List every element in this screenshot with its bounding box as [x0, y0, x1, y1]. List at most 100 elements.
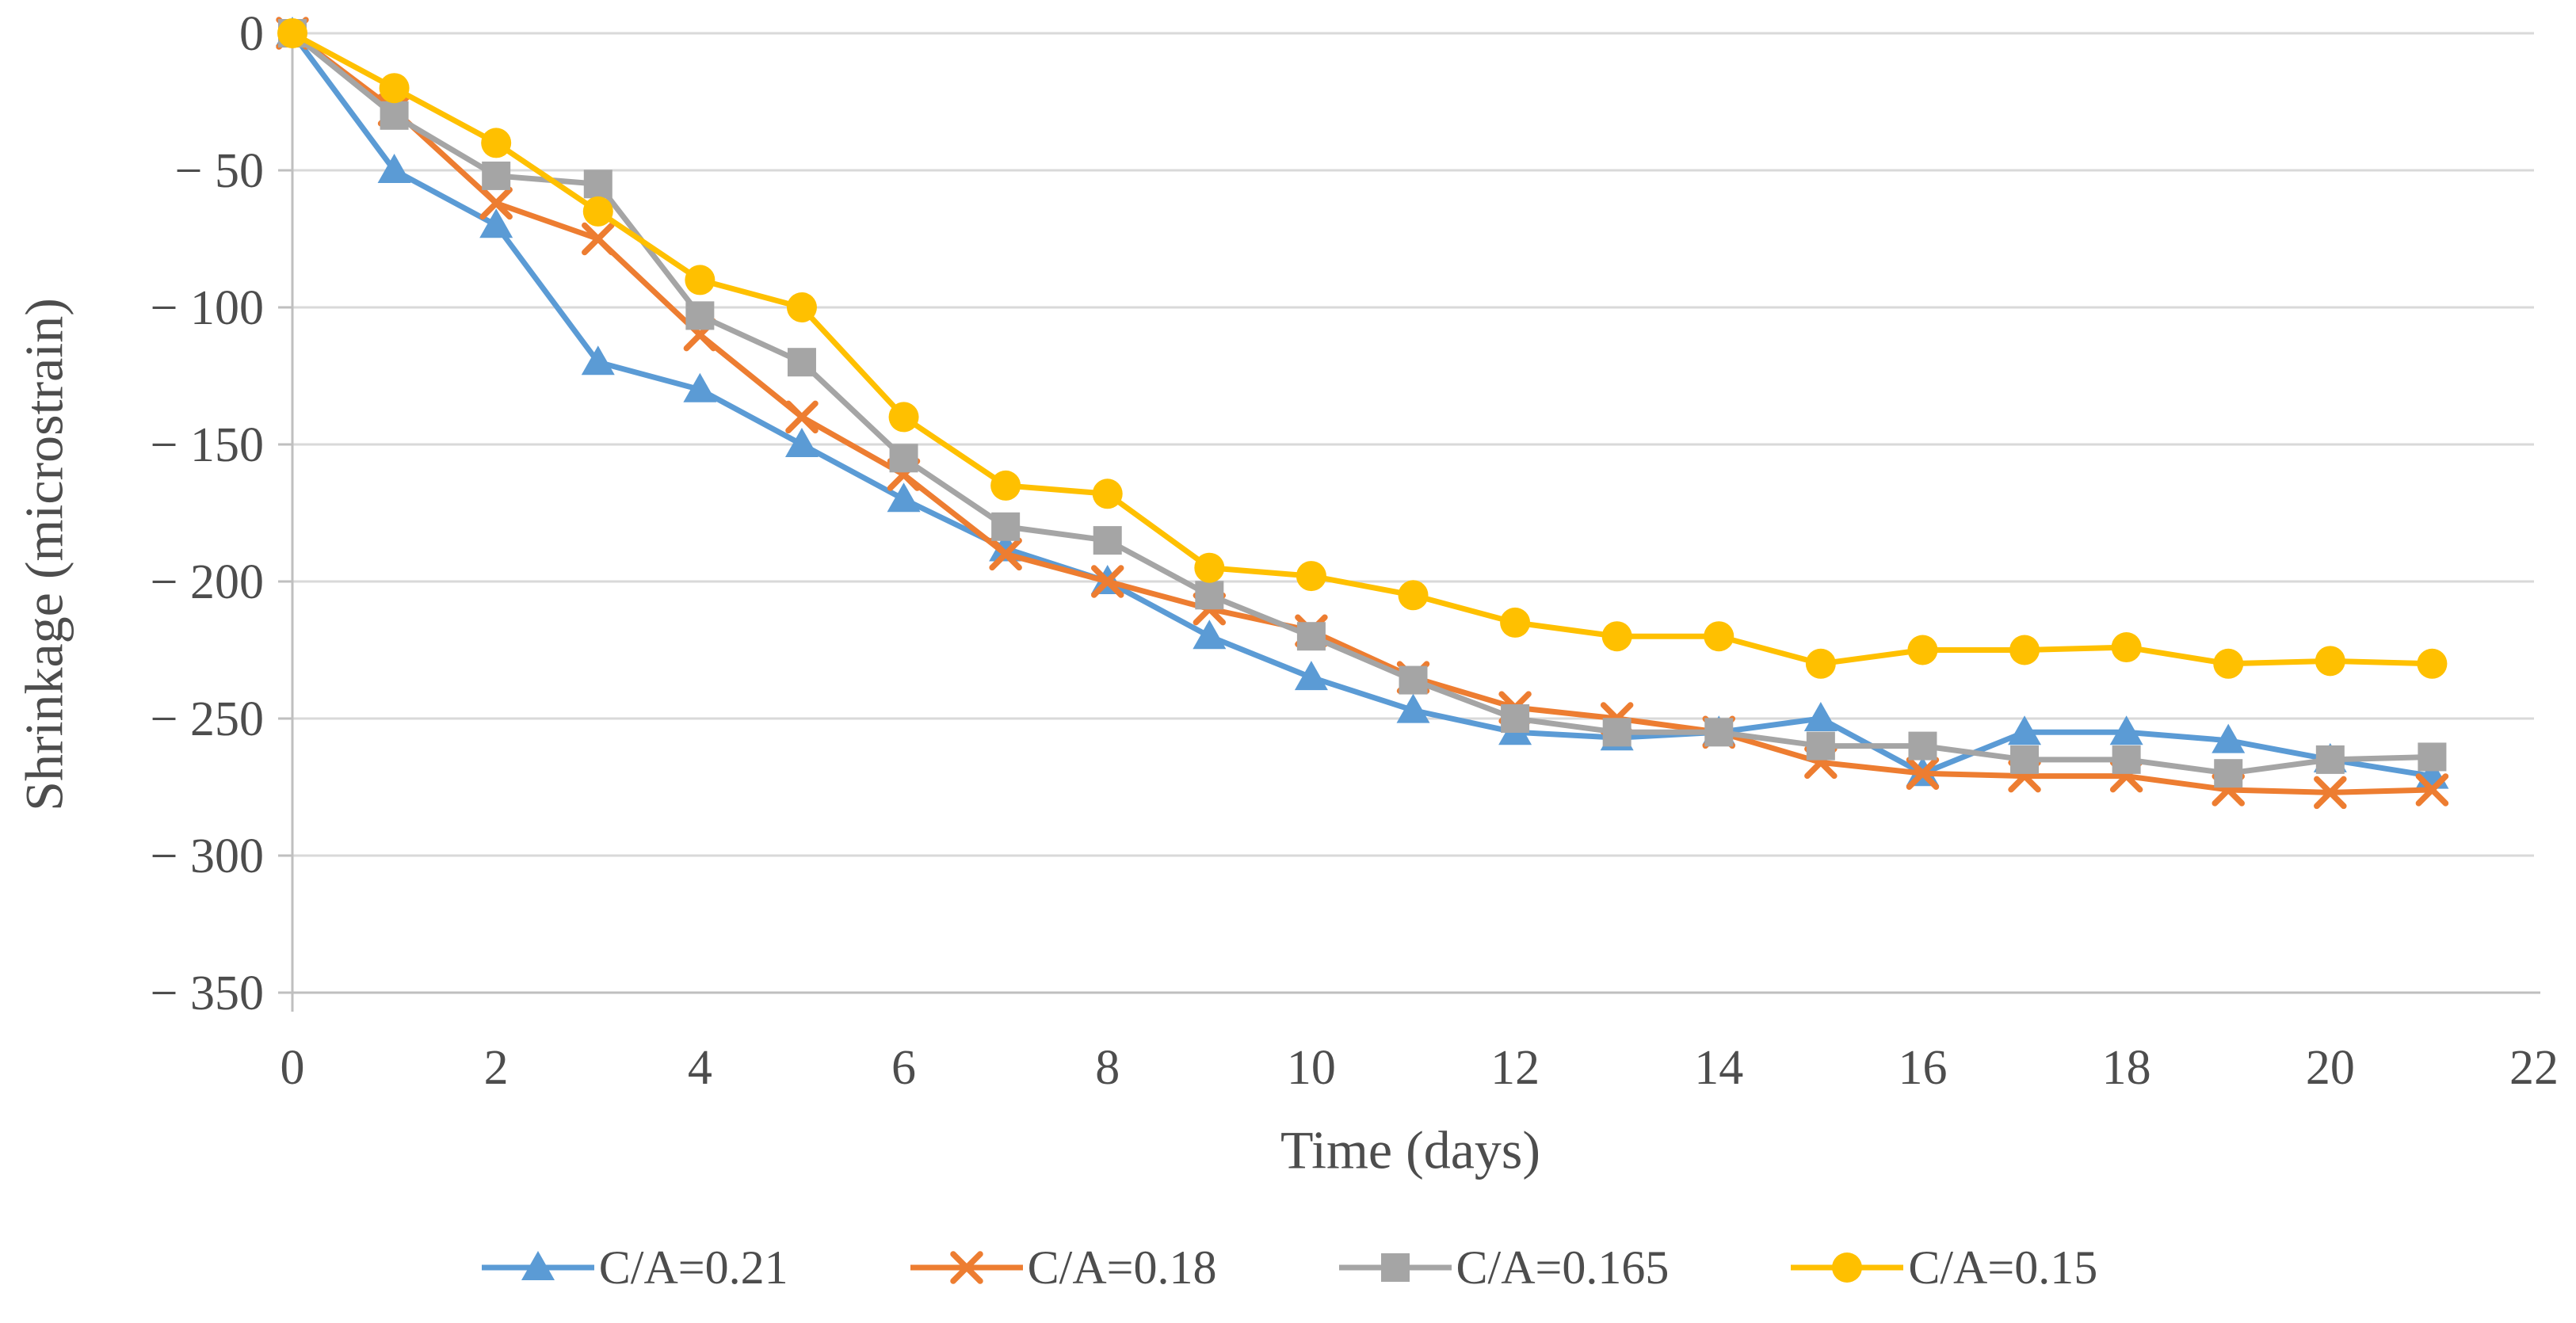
legend-label: C/A=0.15 — [1908, 1241, 2098, 1294]
x-tick-label: 8 — [1095, 1041, 1120, 1095]
series-C/A=0.18 — [276, 17, 2449, 810]
data-point-triangle — [2109, 715, 2143, 745]
data-point-square — [2418, 742, 2447, 772]
data-point-circle — [1092, 478, 1123, 509]
data-point-triangle — [581, 345, 615, 376]
x-tick-label: 0 — [280, 1041, 305, 1095]
legend-marker-triangle-icon — [481, 1251, 594, 1280]
data-point-circle — [1832, 1252, 1863, 1283]
data-point-circle — [2111, 632, 2142, 663]
data-point-circle — [2213, 648, 2244, 679]
data-point-circle — [1194, 552, 1225, 583]
legend-label: C/A=0.165 — [1456, 1241, 1670, 1294]
data-point-triangle — [1193, 620, 1227, 650]
legend-item-C/A=0.21: C/A=0.21 — [479, 1232, 788, 1303]
data-point-circle — [685, 265, 716, 295]
y-tick-label: − 150 — [151, 418, 264, 472]
legend-item-C/A=0.18: C/A=0.18 — [907, 1232, 1217, 1303]
x-tick-label: 10 — [1287, 1041, 1336, 1095]
x-tick-label: 12 — [1490, 1041, 1540, 1095]
data-point-circle — [1805, 648, 1836, 679]
data-point-triangle — [1803, 702, 1838, 731]
data-point-triangle — [2008, 715, 2042, 745]
data-point-x — [2415, 773, 2449, 806]
data-point-square — [2112, 745, 2141, 774]
data-point-circle — [481, 128, 512, 158]
data-point-square — [1296, 622, 1326, 651]
legend-label: C/A=0.18 — [1027, 1241, 1217, 1294]
data-point-circle — [1500, 607, 1531, 638]
data-point-circle — [2417, 648, 2448, 679]
data-point-square — [1195, 581, 1224, 610]
legend-item-C/A=0.15: C/A=0.15 — [1788, 1232, 2097, 1303]
data-point-circle — [1601, 621, 1632, 652]
x-axis-title: Time (days) — [1280, 1119, 1541, 1180]
legend-item-C/A=0.165: C/A=0.165 — [1336, 1232, 1670, 1303]
legend-marker-circle-icon — [1791, 1252, 1904, 1283]
data-point-triangle — [2212, 723, 2246, 753]
data-point-triangle — [521, 1251, 555, 1280]
data-point-x — [949, 1251, 983, 1284]
data-point-triangle — [479, 208, 513, 238]
series-C/A=0.21 — [276, 17, 2449, 789]
data-point-x — [479, 186, 513, 220]
data-point-x — [1906, 757, 1940, 790]
legend-label: C/A=0.21 — [598, 1241, 788, 1294]
data-point-circle — [1907, 635, 1938, 665]
series-line — [289, 30, 2435, 795]
series-line — [289, 30, 2435, 776]
data-point-circle — [379, 73, 410, 104]
data-point-square — [2315, 745, 2345, 774]
data-point-circle — [888, 402, 919, 433]
data-point-circle — [1398, 580, 1429, 611]
y-tick-label: 0 — [239, 7, 264, 61]
data-point-square — [991, 512, 1021, 541]
x-tick-label: 6 — [891, 1041, 916, 1095]
x-tick-label: 14 — [1694, 1041, 1743, 1095]
legend: C/A=0.21 C/A=0.18 C/A=0.165 C/A=0.15 — [0, 1220, 2576, 1315]
legend-marker-x-icon — [910, 1251, 1023, 1284]
data-point-square — [1501, 704, 1530, 733]
series-C/A=0.165 — [278, 19, 2447, 788]
data-point-triangle — [887, 482, 921, 513]
data-point-square — [482, 161, 511, 190]
y-tick-label: − 350 — [151, 967, 264, 1020]
data-point-square — [1093, 526, 1122, 555]
data-point-square — [1704, 718, 1734, 747]
data-point-x — [2314, 776, 2347, 810]
data-point-square — [1399, 665, 1428, 695]
data-point-triangle — [683, 372, 717, 402]
data-point-triangle — [377, 154, 411, 183]
y-tick-label: − 200 — [151, 555, 264, 609]
y-tick-label: − 300 — [151, 829, 264, 883]
data-point-circle — [1704, 621, 1735, 652]
data-point-square — [583, 170, 613, 199]
y-axis-title: Shrinkage (microstrain) — [13, 298, 74, 811]
data-point-triangle — [1294, 661, 1328, 691]
legend-marker-square-icon — [1338, 1253, 1452, 1282]
data-point-square — [2214, 759, 2243, 788]
data-point-square — [787, 348, 816, 377]
data-point-square — [685, 301, 715, 330]
data-point-x — [989, 537, 1022, 571]
y-tick-label: − 50 — [175, 144, 264, 198]
x-tick-label: 2 — [484, 1041, 509, 1095]
data-point-square — [2010, 745, 2040, 774]
data-point-circle — [277, 18, 307, 48]
series-line — [289, 30, 2435, 667]
data-point-square — [889, 444, 918, 473]
data-point-x — [1090, 565, 1124, 598]
data-point-triangle — [784, 428, 819, 457]
y-tick-label: − 100 — [151, 281, 264, 335]
data-point-x — [785, 400, 819, 434]
x-tick-label: 22 — [2509, 1041, 2559, 1095]
data-point-square — [1908, 731, 1937, 761]
series-line — [289, 30, 2435, 780]
x-tick-label: 20 — [2306, 1041, 2355, 1095]
data-point-circle — [2315, 646, 2345, 677]
y-tick-label: − 250 — [151, 692, 264, 746]
x-tick-label: 16 — [1898, 1041, 1947, 1095]
data-point-triangle — [1396, 693, 1430, 723]
data-point-circle — [1296, 561, 1326, 592]
